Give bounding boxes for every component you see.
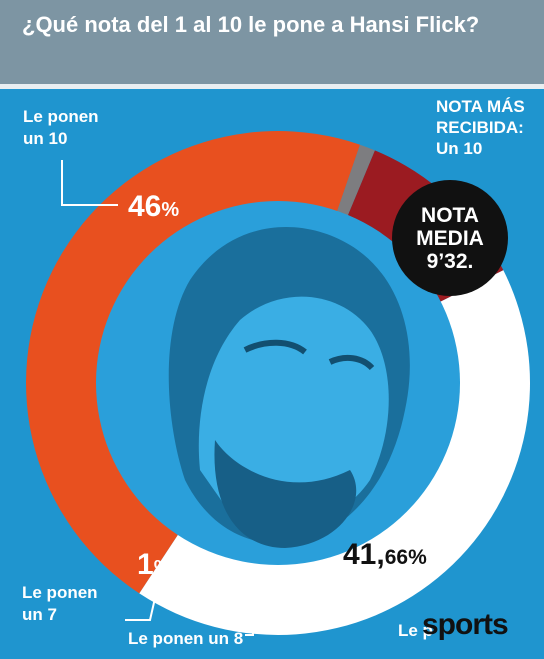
average-badge-line1: NOTA	[421, 203, 479, 227]
percent-nine-integer: 41,	[343, 538, 385, 571]
label-ten-line1: Le ponen	[23, 107, 99, 126]
portrait-beard	[214, 440, 357, 548]
portrait-eye-right	[328, 354, 375, 371]
leader-line-ten	[61, 160, 118, 206]
label-seven-line1: Le ponen	[22, 583, 98, 602]
header-divider	[0, 84, 544, 89]
sports-logo: sports	[422, 608, 509, 641]
percent-eight-decimal: 33%	[242, 569, 285, 592]
header: ¿Qué nota del 1 al 10 le pone a Hansi Fl…	[0, 0, 544, 84]
percent-eight: 11,33%	[202, 563, 284, 593]
label-seven-line2: un 7	[22, 605, 57, 624]
leader-line-eight	[245, 610, 254, 636]
portrait-eye-left	[243, 339, 307, 355]
label-nine: Le p	[398, 621, 433, 640]
label-ten: Le ponen un 10	[23, 106, 99, 150]
label-ten-line2: un 10	[23, 129, 68, 148]
chart-title: ¿Qué nota del 1 al 10 le pone a Hansi Fl…	[22, 12, 480, 37]
label-eight: Le ponen un 8	[128, 629, 244, 648]
most-received-line1: NOTA MÁS	[436, 97, 525, 116]
average-badge-line3: 9’32.	[426, 249, 474, 273]
portrait	[96, 201, 460, 565]
average-badge: NOTA MEDIA 9’32.	[392, 180, 508, 296]
percent-seven: 1%	[137, 550, 171, 580]
percent-ten-symbol: %	[161, 199, 180, 221]
most-received-note: NOTA MÁS RECIBIDA: Un 10	[436, 96, 544, 159]
most-received-line3: Un 10	[436, 139, 483, 158]
percent-nine: 41,66%	[343, 540, 427, 570]
leader-line-seven	[125, 584, 159, 621]
most-received-line2: RECIBIDA:	[436, 118, 524, 137]
percent-ten: 46%	[128, 192, 179, 222]
leader-lines	[61, 160, 254, 636]
label-seven: Le ponen un 7	[22, 582, 98, 626]
average-badge-line2: MEDIA	[416, 226, 484, 250]
percent-seven-symbol: %	[153, 557, 172, 579]
percent-nine-decimal: 66%	[384, 546, 427, 569]
percent-seven-number: 1	[137, 548, 154, 581]
percent-ten-number: 46	[128, 190, 162, 223]
percent-eight-integer: 11,	[202, 561, 243, 594]
